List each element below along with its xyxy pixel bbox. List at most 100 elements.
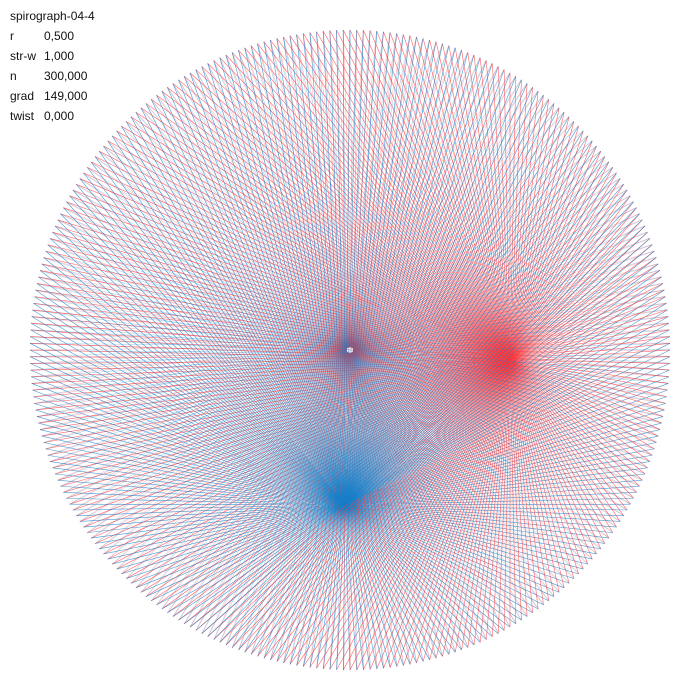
spiro-line-red (376, 359, 511, 669)
spiro-line-red (509, 359, 631, 505)
spiro-line-blue (91, 504, 346, 539)
spiro-line-blue (156, 94, 346, 506)
spiro-line-blue (54, 225, 346, 506)
spiro-line-blue (344, 33, 398, 506)
spiro-line-blue (344, 504, 511, 628)
spiro-line-red (509, 99, 550, 361)
spiro-line-blue (344, 121, 575, 506)
spiro-line-red (356, 29, 511, 361)
spiro-line-blue (344, 238, 651, 506)
spiro-line-red (509, 309, 668, 361)
spiro-line-red (31, 316, 511, 361)
spiro-line-blue (29, 349, 346, 506)
spiro-line-red (309, 359, 511, 668)
spiro-line-red (509, 359, 664, 417)
spiro-line-blue (283, 504, 346, 664)
spiro-line-blue (213, 504, 346, 640)
spiro-line-blue (43, 257, 346, 506)
param-row-str-w: str-w 1,000 (10, 46, 95, 66)
spiro-line-red (509, 103, 555, 361)
spiro-line-blue (344, 219, 643, 506)
spiro-line-red (40, 359, 511, 430)
spiro-line-red (509, 161, 610, 361)
spiro-line-blue (296, 504, 346, 666)
spiro-line-red (509, 359, 662, 424)
spiro-line-blue (98, 151, 346, 506)
spiro-line-red (213, 359, 511, 640)
spiro-line-blue (130, 504, 346, 584)
spiro-line-blue (344, 172, 617, 506)
spiro-line-blue (86, 167, 346, 506)
spiro-line-red (49, 238, 511, 361)
spiro-line-blue (238, 504, 346, 651)
spiro-line-blue (52, 467, 346, 506)
spiro-line-blue (276, 504, 346, 662)
spiro-line-red (349, 29, 511, 361)
spiro-line-blue (344, 491, 637, 506)
spiro-line-blue (60, 485, 346, 506)
spiro-line-blue (94, 156, 346, 506)
spiro-line-blue (344, 38, 424, 506)
spiro-line-blue (344, 270, 661, 506)
spiro-line-red (509, 359, 575, 579)
spiro-line-blue (344, 461, 650, 506)
spiro-line-red (473, 54, 511, 361)
spiro-line-red (60, 213, 511, 361)
spiro-line-red (509, 359, 648, 469)
spiro-line-red (219, 359, 511, 643)
spiro-line-blue (344, 283, 664, 506)
spiro-line-blue (344, 145, 597, 506)
spiro-line-blue (344, 135, 589, 506)
spiro-line-red (509, 359, 640, 487)
spiro-line-red (94, 156, 511, 361)
spiro-line-red (509, 336, 670, 361)
spiro-line-blue (30, 363, 346, 506)
spiro-line-blue (344, 151, 602, 506)
spiro-line-red (509, 359, 653, 456)
spiro-line-red (509, 250, 655, 361)
spiro-line-red (509, 359, 670, 364)
spiro-line-red (94, 359, 511, 544)
spiro-line-blue (47, 244, 346, 506)
spiro-line-red (509, 349, 671, 361)
spiro-line-blue (172, 504, 346, 617)
spiro-line-blue (336, 30, 346, 506)
spiro-line-red (509, 316, 669, 361)
spiro-line-blue (270, 40, 346, 506)
spiro-line-blue (344, 504, 533, 614)
spiro-line-red (140, 107, 511, 361)
spiro-line-blue (344, 47, 456, 506)
spiro-line-red (409, 359, 511, 665)
spiro-line-red (454, 47, 511, 361)
spiro-line-blue (107, 504, 346, 560)
spiro-line-red (30, 359, 511, 364)
spiro-line-blue (344, 504, 555, 597)
spiro-line-red (497, 359, 511, 634)
spiro-line-red (121, 125, 511, 361)
spiro-line-red (509, 257, 657, 361)
spiro-line-blue (344, 184, 624, 506)
spiro-line-blue (39, 429, 346, 506)
spiro-line-blue (344, 376, 669, 506)
spiro-line-red (225, 54, 511, 361)
spiro-line-blue (344, 90, 539, 506)
spiro-line-blue (32, 389, 346, 506)
spiro-line-blue (344, 213, 640, 506)
spiro-line-red (509, 296, 666, 361)
spiro-line-blue (49, 238, 346, 506)
spiro-line-blue (156, 504, 346, 606)
param-row-r: r 0,500 (10, 26, 95, 46)
spiro-line-red (509, 359, 634, 499)
spiro-line-blue (201, 504, 346, 634)
spiro-line-red (369, 30, 511, 361)
spiro-line-red (87, 167, 511, 361)
spiro-line-red (238, 359, 511, 651)
spiro-line-red (509, 112, 565, 361)
spiro-line-blue (140, 504, 346, 593)
spiro-line-red (429, 359, 511, 661)
spiro-line-blue (344, 94, 544, 506)
spiro-line-red (509, 140, 593, 361)
spiro-line-red (509, 359, 651, 462)
spiro-line-blue (344, 103, 555, 506)
spiro-line-red (509, 126, 579, 361)
